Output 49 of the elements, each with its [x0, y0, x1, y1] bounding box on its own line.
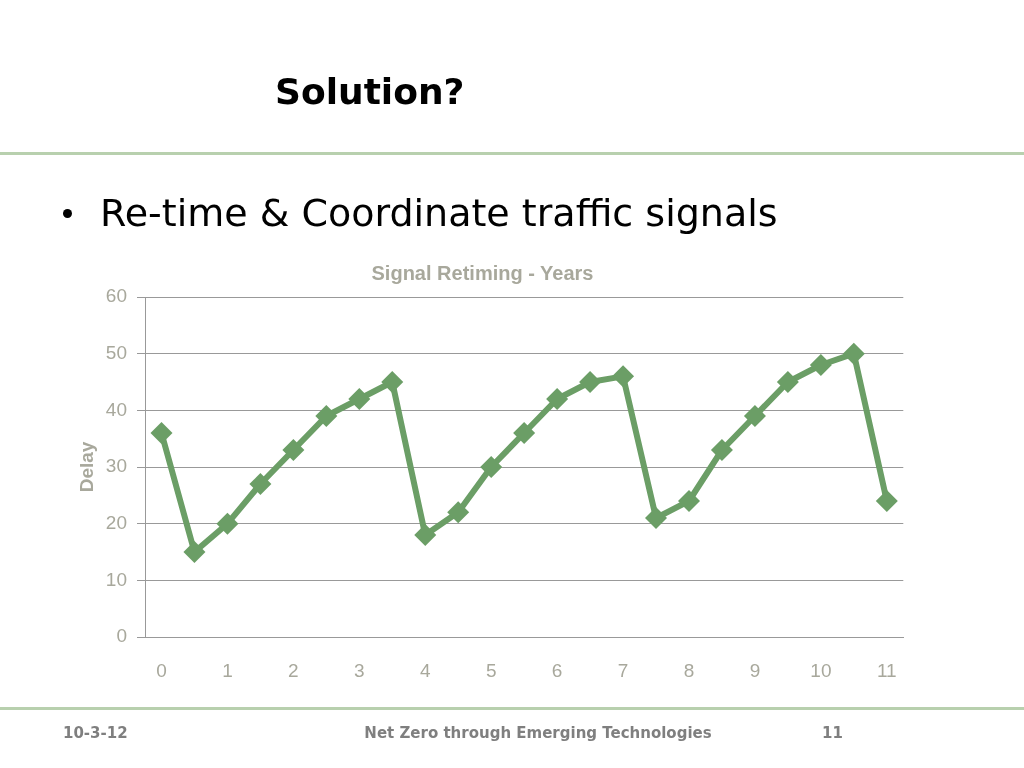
x-tick-label: 3 [354, 659, 365, 681]
x-tick-label: 4 [419, 659, 431, 681]
point [842, 342, 865, 365]
point [645, 507, 668, 529]
x-tick-label: 2 [288, 659, 299, 681]
x-tick-label: 5 [485, 659, 497, 681]
x-tick-label: 0 [156, 659, 167, 681]
y-tick-label: 30 [105, 455, 127, 477]
point [612, 365, 635, 388]
x-tick-label: 11 [876, 659, 897, 681]
point [809, 354, 832, 376]
point [513, 422, 536, 444]
chart-title: Signal Retiming - Years [371, 261, 594, 284]
point [579, 371, 602, 393]
point [216, 512, 239, 535]
point [678, 490, 700, 512]
x-tick-label: 7 [617, 659, 629, 681]
point [875, 490, 898, 512]
point [480, 456, 503, 478]
point [348, 388, 371, 410]
y-axis-title: Delay [75, 441, 97, 493]
point [776, 371, 799, 393]
text: 11 [822, 723, 843, 744]
text: 10-3-12 [63, 723, 128, 744]
point [414, 524, 437, 546]
x-tick-label: 10 [810, 659, 832, 681]
point [183, 541, 206, 563]
x-tick-label: 9 [749, 659, 761, 681]
text: Solution? [275, 70, 465, 114]
point [710, 439, 733, 461]
text: Re-time & Coordinate traffic signals [100, 190, 778, 237]
y-tick-label: 20 [105, 511, 127, 533]
x-tick-label: 8 [683, 659, 695, 681]
point [381, 371, 404, 393]
point [282, 439, 305, 461]
y-tick-label: 60 [105, 285, 127, 307]
point [249, 473, 272, 495]
y-tick-label: 40 [105, 398, 127, 420]
point [447, 501, 470, 524]
point [315, 405, 338, 427]
x-tick-label: 6 [551, 659, 563, 681]
y-tick-label: 10 [105, 568, 127, 590]
point [546, 388, 569, 410]
point [743, 405, 766, 427]
y-tick-label: 0 [116, 625, 127, 647]
text: Net Zero through Emerging Technologies [364, 723, 712, 744]
x-tick-label: 1 [222, 659, 233, 681]
point [150, 422, 173, 444]
y-tick-label: 50 [105, 341, 127, 363]
